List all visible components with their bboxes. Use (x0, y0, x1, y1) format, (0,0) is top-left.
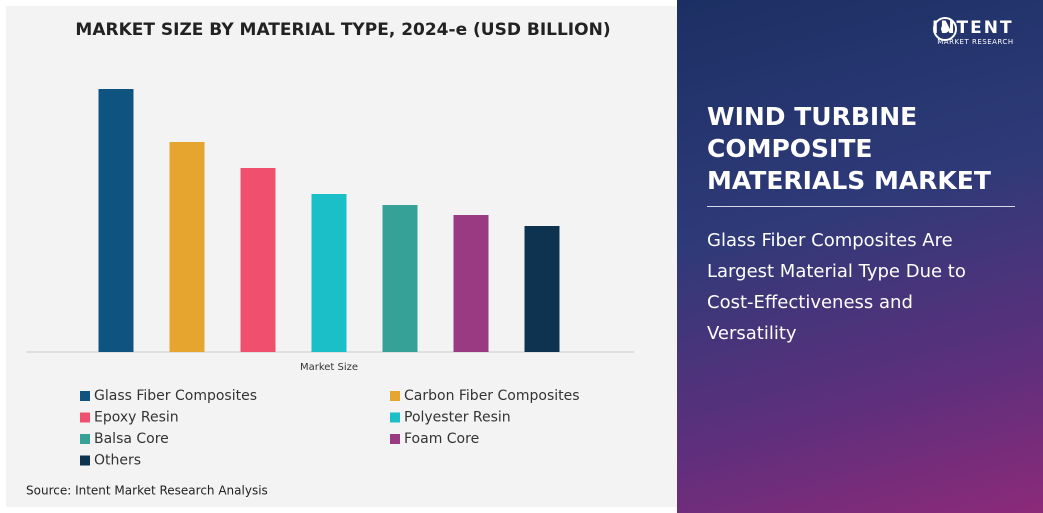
legend-label: Glass Fiber Composites (94, 388, 257, 404)
bar (240, 168, 276, 352)
logo: INTENT MARKET RESEARCH (932, 17, 1014, 46)
headline: Glass Fiber Composites Are Largest Mater… (707, 230, 966, 344)
chart: MARKET SIZE BY MATERIAL TYPE, 2024-e (US… (26, 20, 634, 498)
source: Source: Intent Market Research Analysis (26, 484, 268, 498)
bar (169, 142, 205, 352)
bar (453, 215, 489, 352)
legend-label: Carbon Fiber Composites (404, 388, 580, 404)
bar (98, 89, 134, 352)
chart-panel: MARKET SIZE BY MATERIAL TYPE, 2024-e (US… (6, 6, 677, 507)
legend-swatch (80, 434, 90, 444)
legend-swatch (80, 391, 90, 401)
legend-label: Polyester Resin (404, 410, 511, 426)
divider (707, 206, 1015, 207)
bar (311, 194, 347, 352)
legend-swatch (80, 412, 90, 423)
logo-tagline: MARKET RESEARCH (937, 38, 1014, 46)
x-label: Market Size (300, 362, 358, 373)
bar (382, 205, 418, 352)
logo-name: INTENT (932, 18, 1014, 38)
legend-label: Epoxy Resin (94, 410, 179, 426)
legend-swatch (80, 455, 90, 466)
info-panel: INTENT MARKET RESEARCH WIND TURBINE COMP… (677, 0, 1043, 513)
report-title: WIND TURBINE COMPOSITE MATERIALS MARKET (707, 102, 991, 195)
chart-title: MARKET SIZE BY MATERIAL TYPE, 2024-e (US… (75, 20, 610, 40)
legend-swatch (390, 391, 400, 401)
legend-label: Foam Core (404, 431, 479, 447)
legend-swatch (390, 434, 400, 444)
logo-icon (933, 17, 957, 41)
bar (524, 226, 560, 352)
legend-label: Others (94, 453, 141, 469)
legend-label: Balsa Core (94, 431, 169, 447)
legend-swatch (390, 412, 400, 423)
